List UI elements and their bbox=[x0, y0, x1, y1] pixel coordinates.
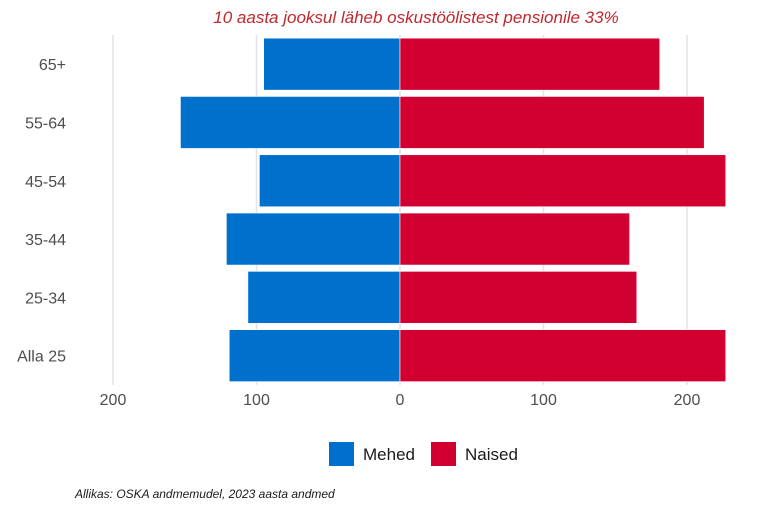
x-tick-label: 200 bbox=[100, 392, 127, 409]
bar-naised bbox=[399, 212, 630, 266]
y-tick-label: 25-34 bbox=[25, 290, 66, 307]
bar-mehed bbox=[228, 329, 401, 382]
y-tick-label: 45-54 bbox=[25, 174, 66, 191]
x-tick-label: 0 bbox=[396, 392, 405, 409]
bar-mehed bbox=[263, 37, 401, 91]
legend: Mehed Naised bbox=[329, 442, 518, 466]
bar-naised bbox=[399, 96, 705, 149]
x-tick-label: 200 bbox=[674, 392, 701, 409]
y-tick-label: 35-44 bbox=[25, 232, 66, 249]
x-tick-label: 100 bbox=[530, 392, 557, 409]
source-note: Allikas: OSKA andmemudel, 2023 aasta and… bbox=[74, 487, 335, 501]
chart-title: 10 aasta jooksul läheb oskustöölistest p… bbox=[213, 8, 618, 27]
y-tick-label: Alla 25 bbox=[17, 349, 66, 366]
y-tick-label: 55-64 bbox=[25, 115, 66, 132]
bar-mehed bbox=[180, 96, 401, 149]
legend-swatch-naised bbox=[431, 442, 456, 466]
y-tick-label: 65+ bbox=[39, 57, 66, 74]
bar-mehed bbox=[259, 154, 401, 208]
legend-label: Mehed bbox=[363, 445, 415, 464]
bar-naised bbox=[399, 329, 727, 382]
x-tick-label: 100 bbox=[243, 392, 270, 409]
bar-mehed bbox=[247, 271, 401, 324]
bar-naised bbox=[399, 154, 727, 208]
legend-label: Naised bbox=[465, 445, 518, 464]
legend-swatch-mehed bbox=[329, 442, 354, 466]
bar-naised bbox=[399, 271, 638, 324]
bar-mehed bbox=[226, 212, 401, 266]
bar-naised bbox=[399, 37, 661, 91]
